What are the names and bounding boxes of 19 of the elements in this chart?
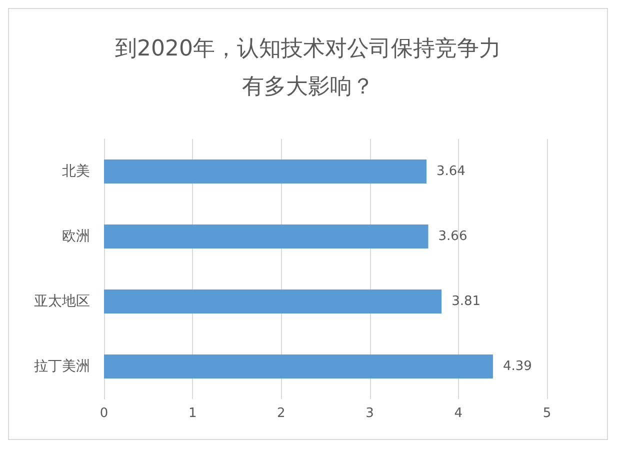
bar — [104, 290, 442, 314]
x-tick-label: 2 — [277, 406, 286, 421]
y-tick-label: 欧洲 — [62, 228, 90, 244]
data-label: 3.64 — [436, 164, 466, 179]
bar — [104, 354, 493, 378]
x-tick-label: 1 — [188, 406, 197, 421]
x-tick-label: 0 — [100, 406, 108, 421]
x-tick-label: 4 — [454, 406, 463, 421]
bar — [104, 160, 427, 184]
y-tick-label: 拉丁美洲 — [34, 358, 90, 374]
x-tick-label: 3 — [366, 406, 374, 421]
chart-title: 到2020年，认知技术对公司保持竞争力有多大影响？ — [115, 36, 501, 100]
bar — [104, 224, 428, 248]
y-tick-label: 亚太地区 — [34, 294, 90, 310]
data-label: 3.66 — [438, 229, 468, 244]
y-tick-label: 北美 — [62, 164, 90, 180]
data-label: 4.39 — [502, 359, 532, 374]
x-tick-label: 5 — [542, 406, 552, 421]
data-label: 3.81 — [452, 294, 481, 309]
